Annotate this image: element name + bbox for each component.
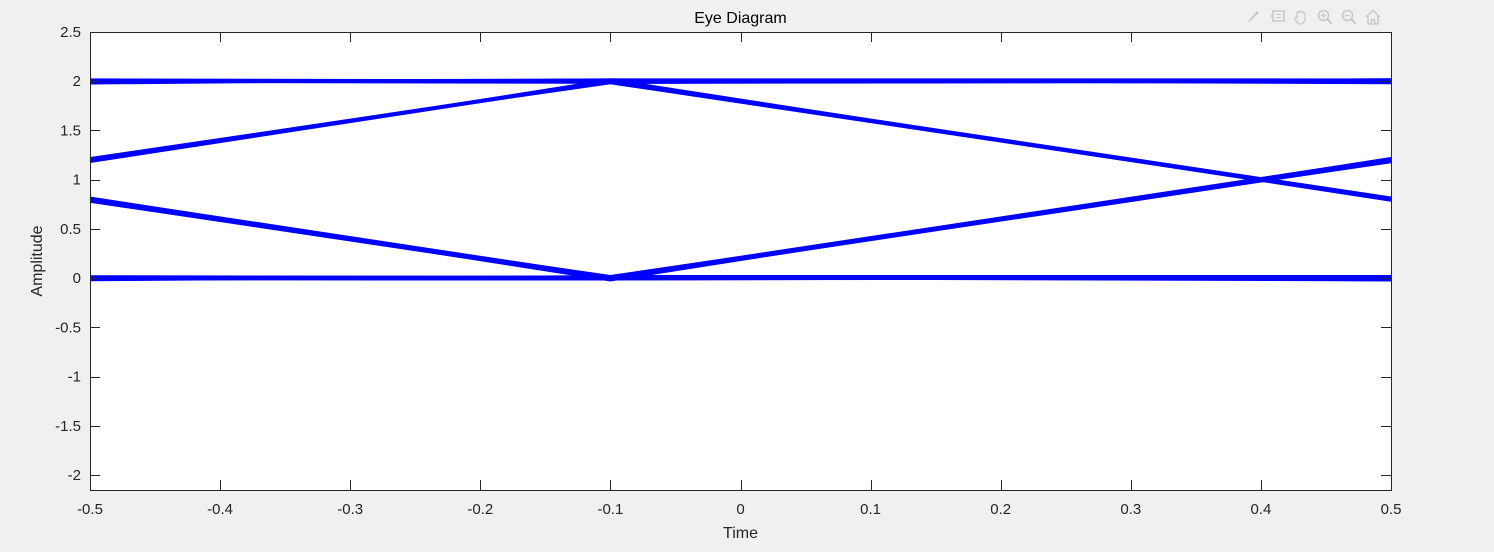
y-tick-label: -0.5 <box>55 319 81 336</box>
y-axis-label: Amplitude <box>29 225 46 296</box>
tick-labels-group: -0.5 -0.4 -0.3 -0.2 -0.1 0 0.1 0.2 0.3 0.4 0.5 -2 -1… <box>55 24 1401 518</box>
y-tick-label: -1.5 <box>55 418 81 435</box>
traces-group <box>89 78 1392 282</box>
brush-icon <box>1246 11 1259 23</box>
y-tick-label: 1.5 <box>60 122 81 139</box>
zoom-out-icon <box>1341 9 1357 25</box>
brush-button[interactable] <box>1242 7 1263 28</box>
x-tick-label: 0.2 <box>990 501 1011 518</box>
ticks-group <box>90 32 1392 490</box>
y-tick-label: 0.5 <box>60 221 81 238</box>
y-tick-label: -1 <box>68 369 81 386</box>
datatip-button[interactable] <box>1266 7 1287 28</box>
home-button[interactable] <box>1362 7 1383 28</box>
datatip-icon <box>1269 10 1285 22</box>
x-tick-label: -0.3 <box>337 501 363 518</box>
y-tick-label: 0 <box>73 270 81 287</box>
x-tick-label: 0.1 <box>860 501 881 518</box>
zoom-in-button[interactable] <box>1314 7 1335 28</box>
y-tick-label: 1 <box>73 172 81 189</box>
x-tick-label: -0.2 <box>467 501 493 518</box>
series-3-trace <box>89 274 1392 280</box>
x-tick-label: 0.3 <box>1120 501 1141 518</box>
series-1 <box>89 78 1392 202</box>
x-tick-label: -0.5 <box>77 501 103 518</box>
x-tick-label: 0.5 <box>1381 501 1402 518</box>
y-tick-label: -2 <box>68 467 81 484</box>
x-tick-label: 0 <box>736 501 744 518</box>
x-axis-label: Time <box>723 525 758 542</box>
home-icon <box>1364 9 1381 25</box>
x-tick-label: -0.4 <box>207 501 233 518</box>
pan-button[interactable] <box>1290 7 1311 28</box>
pan-icon <box>1293 10 1306 25</box>
y-tick-label: 2.5 <box>60 24 81 41</box>
zoom-out-button[interactable] <box>1338 7 1359 28</box>
x-tick-label: 0.4 <box>1250 501 1271 518</box>
chart-title: Eye Diagram <box>694 10 786 27</box>
axes-toolbar <box>1242 6 1392 28</box>
y-tick-label: 2 <box>73 73 81 90</box>
x-tick-label: -0.1 <box>597 501 623 518</box>
zoom-in-icon <box>1317 9 1333 25</box>
series-0 <box>89 78 1392 85</box>
series-1-trace <box>89 82 1392 199</box>
series-3 <box>89 274 1392 282</box>
